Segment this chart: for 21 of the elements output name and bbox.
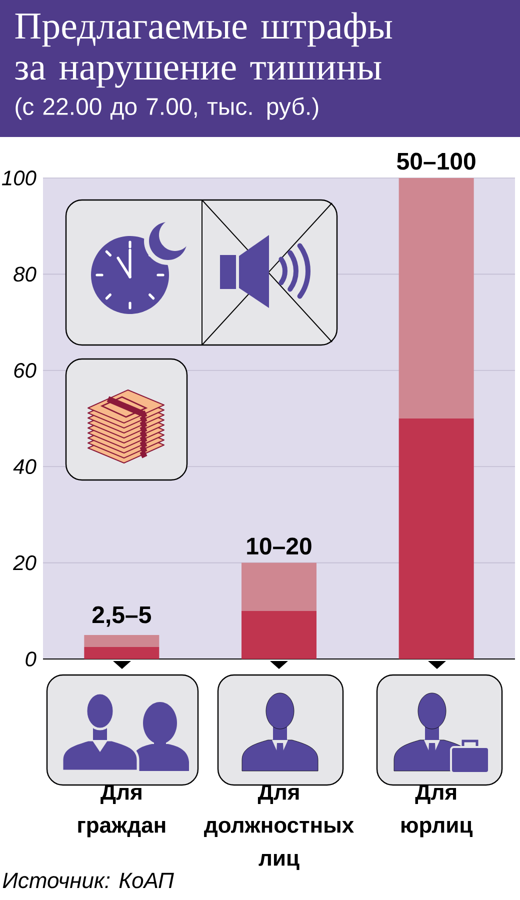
chart-title: Предлагаемые штрафы за нарушение тишины: [15, 12, 392, 88]
y-tick-label: 0: [26, 652, 36, 666]
y-tick-label: 20: [12, 555, 36, 570]
total-label: 10–20: [247, 538, 312, 555]
bar: [84, 634, 160, 647]
y-tick-label: 60: [14, 362, 36, 378]
bar: [242, 562, 316, 611]
y-tick-label: 80: [14, 266, 36, 282]
bar: [398, 178, 474, 418]
bar: [242, 610, 316, 659]
bar: [84, 646, 160, 659]
y-tick-label: 40: [13, 459, 36, 474]
x-tick-label: Для юрлиц: [402, 784, 472, 838]
total-label: 2,5–5: [92, 606, 152, 627]
total-label: 50–100: [397, 152, 476, 170]
bar: [398, 418, 474, 659]
chart-subtitle: (с 22.00 до 7.00, тыс. руб.): [16, 97, 318, 120]
x-tick-label: Для граждан: [78, 784, 166, 838]
y-tick-label: 100: [2, 170, 36, 186]
x-tick-label: Для должностных лиц: [204, 784, 354, 870]
text: Источник: КоАП: [2, 872, 174, 888]
